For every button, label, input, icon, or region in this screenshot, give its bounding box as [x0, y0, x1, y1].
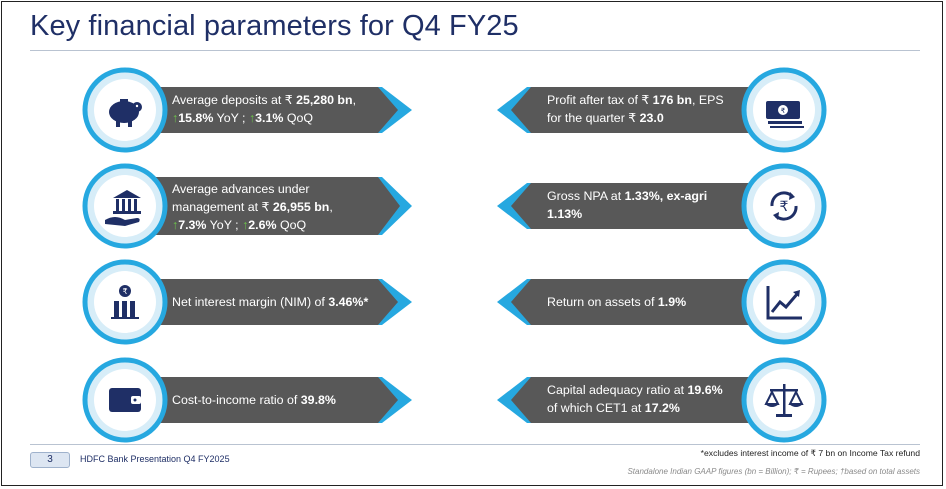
scales-icon: [756, 372, 812, 428]
card-average-advances: Average advances under management at ₹ 2…: [82, 163, 412, 249]
rupee-cycle-icon: ₹: [756, 178, 812, 234]
card-gross-npa: ₹ Gross NPA at 1.33%, ex-agri 1.13%: [497, 163, 827, 249]
card-text: Gross NPA at 1.33%, ex-agri 1.13%: [547, 189, 708, 221]
piggy-bank-icon: [97, 82, 153, 138]
up-arrow-icon: ↑: [172, 111, 179, 125]
card-text: Average deposits at ₹ 25,280 bn, ↑15.8% …: [172, 93, 357, 125]
card-net-interest-margin: ₹ Net interest margin (NIM) of 3.46%*: [82, 259, 412, 345]
card-shape: [497, 357, 827, 443]
svg-text:₹: ₹: [122, 287, 127, 296]
footnote-gaap: Standalone Indian GAAP figures (bn = Bil…: [627, 467, 920, 476]
up-arrow-icon: ↑: [172, 218, 179, 232]
card-text: Cost-to-income ratio of 39.8%: [172, 393, 336, 407]
card-text: Capital adequacy ratio at 19.6% of which…: [547, 383, 723, 415]
card-cost-to-income: Cost-to-income ratio of 39.8%: [82, 357, 412, 443]
up-arrow-icon: ↑: [242, 218, 249, 232]
card-text: Net interest margin (NIM) of 3.46%*: [172, 295, 369, 309]
card-shape: [497, 163, 827, 249]
presentation-title: HDFC Bank Presentation Q4 FY2025: [80, 454, 230, 464]
bank-hand-icon: [97, 178, 153, 234]
card-capital-adequacy: Capital adequacy ratio at 19.6% of which…: [497, 357, 827, 443]
card-return-on-assets: Return on assets of 1.9%: [497, 259, 827, 345]
title-divider: [30, 50, 920, 51]
svg-text:₹: ₹: [780, 199, 789, 215]
svg-text:₹: ₹: [781, 107, 786, 115]
footnote-income-tax: *excludes interest income of ₹ 7 bn on I…: [700, 448, 920, 458]
page-number: 3: [30, 452, 70, 468]
trend-chart-icon: [756, 274, 812, 330]
card-text: Average advances under management at ₹ 2…: [172, 182, 333, 232]
card-text: Profit after tax of ₹ 176 bn, EPS for th…: [547, 93, 724, 125]
rupee-bar-icon: ₹: [97, 274, 153, 330]
up-arrow-icon: ↑: [248, 111, 256, 125]
wallet-icon: [97, 372, 153, 428]
card-average-deposits: Average deposits at ₹ 25,280 bn, ↑15.8% …: [82, 67, 412, 153]
banknote-icon: ₹: [756, 82, 812, 138]
page-title: Key financial parameters for Q4 FY25: [30, 10, 519, 42]
card-profit-after-tax: ₹ Profit after tax of ₹ 176 bn, EPS for …: [497, 67, 827, 153]
footer-divider: [30, 444, 920, 445]
card-text: Return on assets of 1.9%: [547, 295, 687, 309]
